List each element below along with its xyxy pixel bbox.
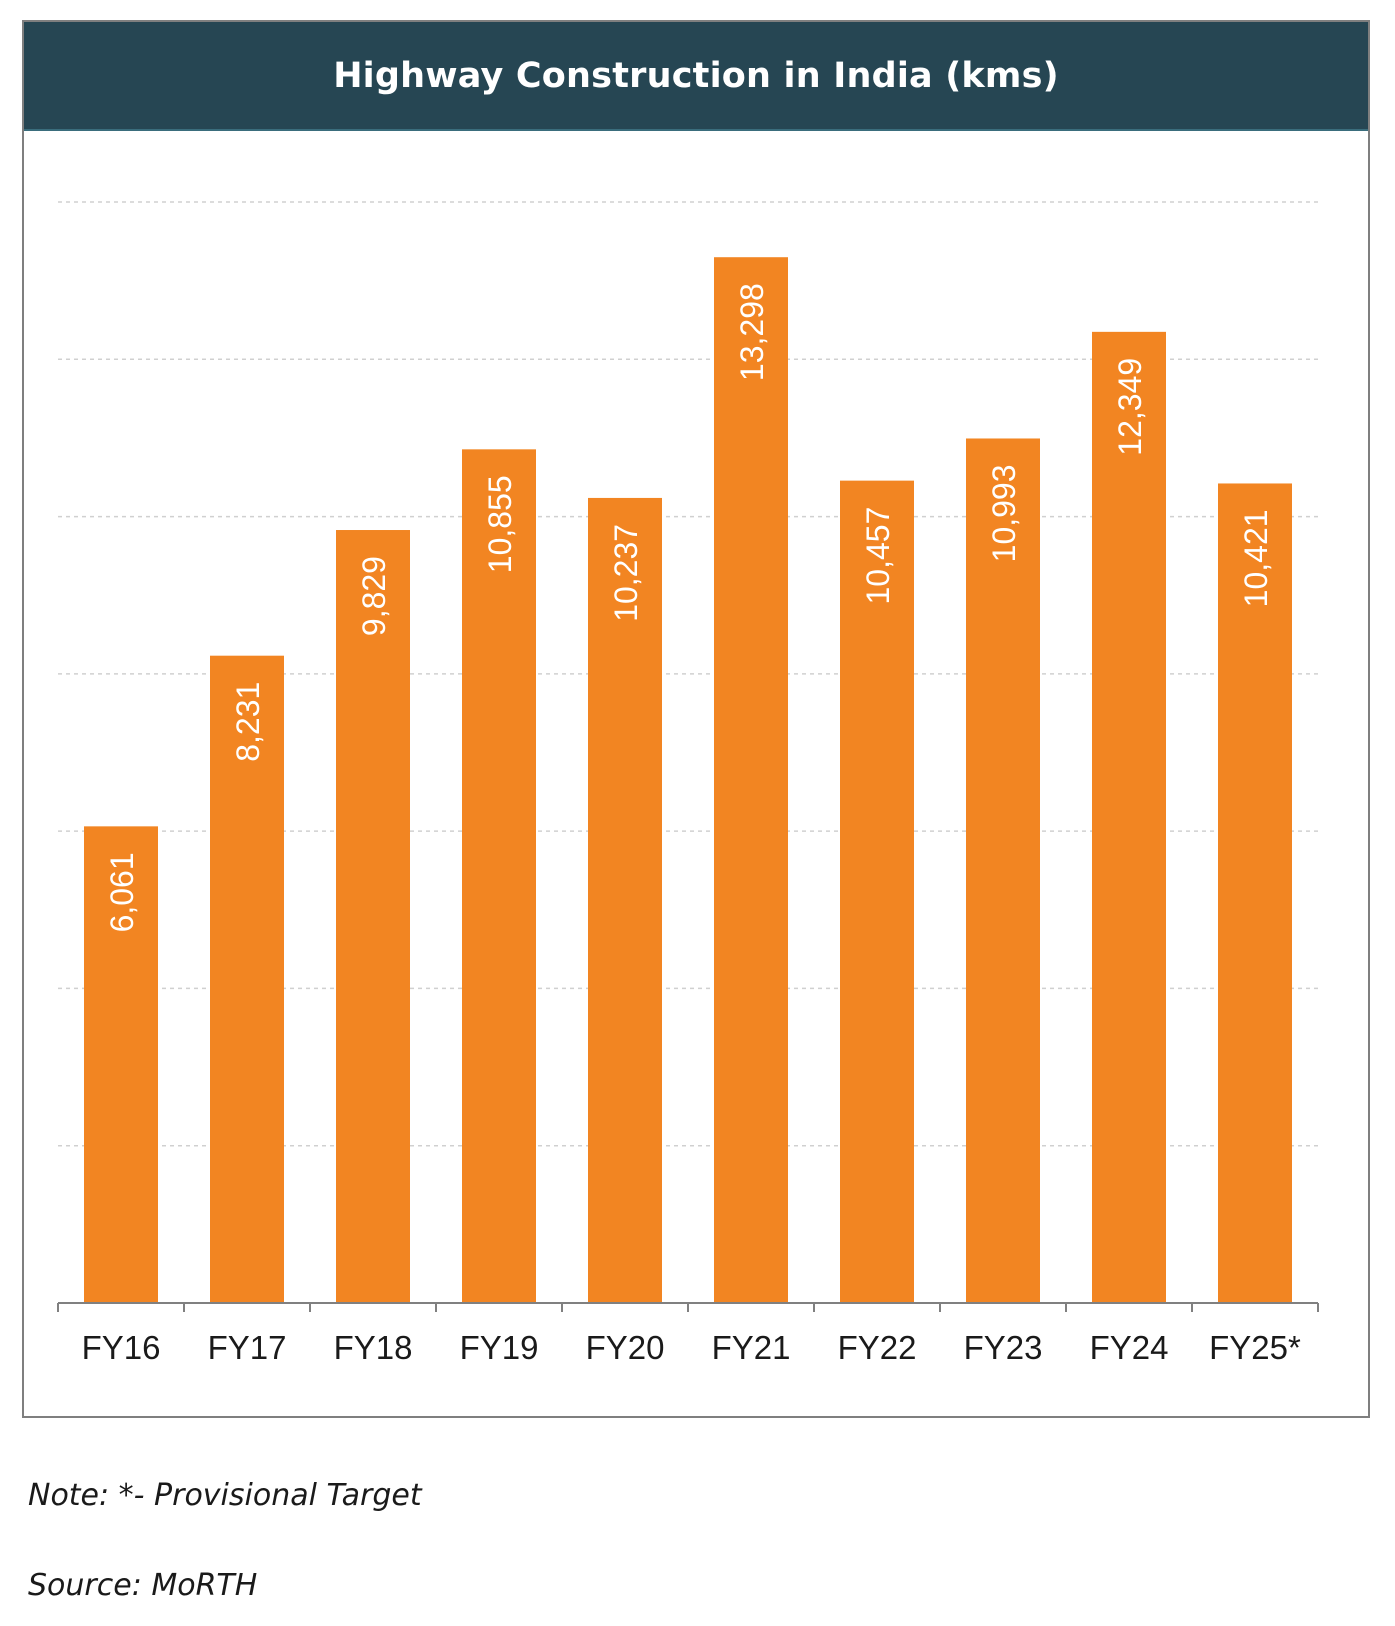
data-label: 8,231	[230, 682, 266, 762]
x-tick-label: FY16	[82, 1329, 161, 1366]
bars	[84, 257, 1292, 1304]
data-label: 13,298	[734, 283, 770, 381]
data-label: 12,349	[1112, 358, 1148, 456]
bar-fy18	[336, 530, 410, 1303]
bar-fy20	[588, 497, 662, 1303]
data-label: 10,993	[986, 464, 1022, 562]
bar-chart: FY16 FY17 FY18 FY19 FY20 FY21 FY22 FY23 FY24 FY25…	[57, 201, 1319, 1366]
x-tick-label: FY24	[1090, 1329, 1169, 1366]
bar-fy16	[84, 826, 158, 1303]
bar-fy22	[840, 480, 914, 1303]
data-label: 9,829	[356, 556, 392, 636]
bar-fy23	[966, 438, 1040, 1303]
bar-fy17	[210, 655, 284, 1303]
x-tick-label: FY25*	[1209, 1329, 1301, 1366]
bar-fy21	[714, 257, 788, 1303]
x-tick-label: FY23	[964, 1329, 1043, 1366]
footnote: Note: *- Provisional Target	[28, 1478, 422, 1513]
x-axis: FY16 FY17 FY18 FY19 FY20 FY21 FY22 FY23 FY24 FY25…	[57, 1302, 1319, 1366]
bar-fy24	[1092, 331, 1166, 1303]
data-label: 6,061	[104, 852, 140, 932]
data-label: 10,855	[482, 475, 518, 573]
x-tick-label: FY22	[838, 1329, 917, 1366]
title-bar: Highway Construction in India (kms)	[24, 22, 1368, 131]
x-tick-label: FY18	[334, 1329, 413, 1366]
chart-title: Highway Construction in India (kms)	[333, 55, 1059, 96]
source-note: Source: MoRTH	[28, 1568, 258, 1603]
data-label: 10,457	[860, 507, 896, 605]
x-tick-label: FY20	[586, 1329, 665, 1366]
data-label: 10,421	[1238, 509, 1274, 607]
bar-fy19	[462, 449, 536, 1303]
data-labels: 6,061 8,231 9,829 10,855 10,237 13,298 10,457 1…	[104, 283, 1274, 932]
data-label: 10,237	[608, 524, 644, 622]
x-tick-label: FY21	[712, 1329, 791, 1366]
x-tick-label: FY17	[208, 1329, 287, 1366]
x-tick-label: FY19	[460, 1329, 539, 1366]
bar-fy25	[1218, 483, 1292, 1304]
